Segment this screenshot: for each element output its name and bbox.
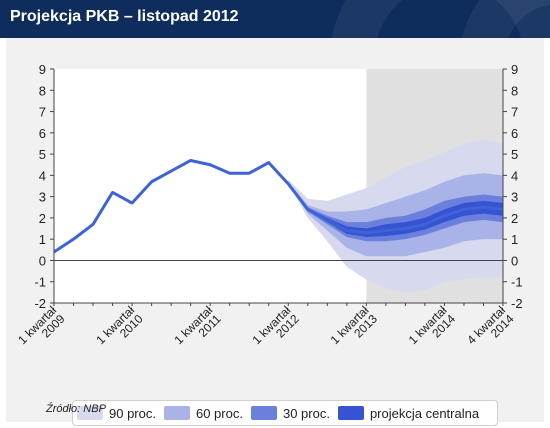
legend-label: 60 proc. — [195, 405, 243, 421]
legend-swatch — [250, 406, 277, 420]
legend-label: 90 proc. — [109, 405, 156, 421]
x-tick-label: 1 kwartał2010 — [93, 303, 146, 356]
chart-panel: -2 -2 -1 -1 0 0 1 1 2 2 3 3 4 4 5 5 6 6 7 7 8 8 9 9 1 kwartał200… — [6, 38, 544, 426]
chart-plot: -2 -2 -1 -1 0 0 1 1 2 2 3 3 4 4 5 5 6 6 7 7 8 8 9 9 1 kwartał200… — [15, 62, 523, 356]
chart-title: Projekcja PKB – listopad 2012 — [10, 8, 239, 25]
y-tick-label: 1 — [39, 232, 46, 247]
legend-item: projekcja centralna — [337, 405, 480, 421]
legend-swatch — [337, 406, 364, 420]
central-projection-line — [287, 182, 504, 235]
fan-band — [288, 173, 503, 257]
y-tick-label: 5 — [39, 147, 46, 162]
y-tick-label: 5 — [511, 147, 518, 162]
source-note: Źródło: NBP — [46, 403, 106, 415]
y-tick-label: 3 — [511, 190, 518, 205]
chart-header: Projekcja PKB – listopad 2012 — [0, 0, 550, 38]
chart-legend: 90 proc. 60 proc. 30 proc. projekcja centra… — [72, 400, 498, 426]
legend-item: 90 proc. — [77, 406, 156, 421]
y-tick-label: 7 — [39, 105, 46, 120]
y-tick-label: 7 — [511, 105, 518, 120]
x-tick-label: 1 kwartał2012 — [250, 303, 303, 356]
legend-item: 60 proc. — [163, 405, 243, 421]
y-tick-label: 1 — [511, 232, 518, 247]
legend-swatch — [77, 406, 103, 420]
y-tick-label: 3 — [39, 190, 46, 205]
y-tick-label: 8 — [39, 83, 46, 98]
y-tick-label: 6 — [39, 126, 46, 141]
y-tick-label: 0 — [511, 253, 518, 268]
y-tick-label: 2 — [511, 211, 518, 226]
legend-item: 30 proc. — [250, 405, 330, 421]
y-tick-label: -2 — [34, 296, 46, 311]
y-tick-label: 2 — [39, 211, 46, 226]
y-tick-label: -2 — [511, 296, 523, 311]
x-tick-label: 1 kwartał2013 — [328, 303, 381, 356]
legend-swatch — [163, 406, 190, 420]
x-tick-label: 4 kwartał2014 — [464, 303, 517, 356]
legend-label: 30 proc. — [282, 405, 330, 421]
y-tick-label: 4 — [511, 168, 518, 183]
historical-line — [53, 158, 290, 254]
y-tick-label: -1 — [511, 275, 523, 290]
y-tick-label: 6 — [511, 126, 518, 141]
y-tick-label: -1 — [34, 275, 46, 290]
x-tick-label: 1 kwartał2011 — [171, 303, 224, 356]
y-tick-label: 4 — [39, 168, 46, 183]
y-tick-label: 9 — [39, 62, 46, 77]
x-tick-label: 1 kwartał2014 — [406, 303, 459, 356]
y-tick-label: 9 — [511, 62, 518, 77]
legend-label: projekcja centralna — [369, 405, 480, 421]
y-tick-label: 8 — [511, 83, 518, 98]
x-tick-label: 1 kwartał2009 — [15, 303, 68, 356]
y-tick-label: 0 — [39, 253, 46, 268]
